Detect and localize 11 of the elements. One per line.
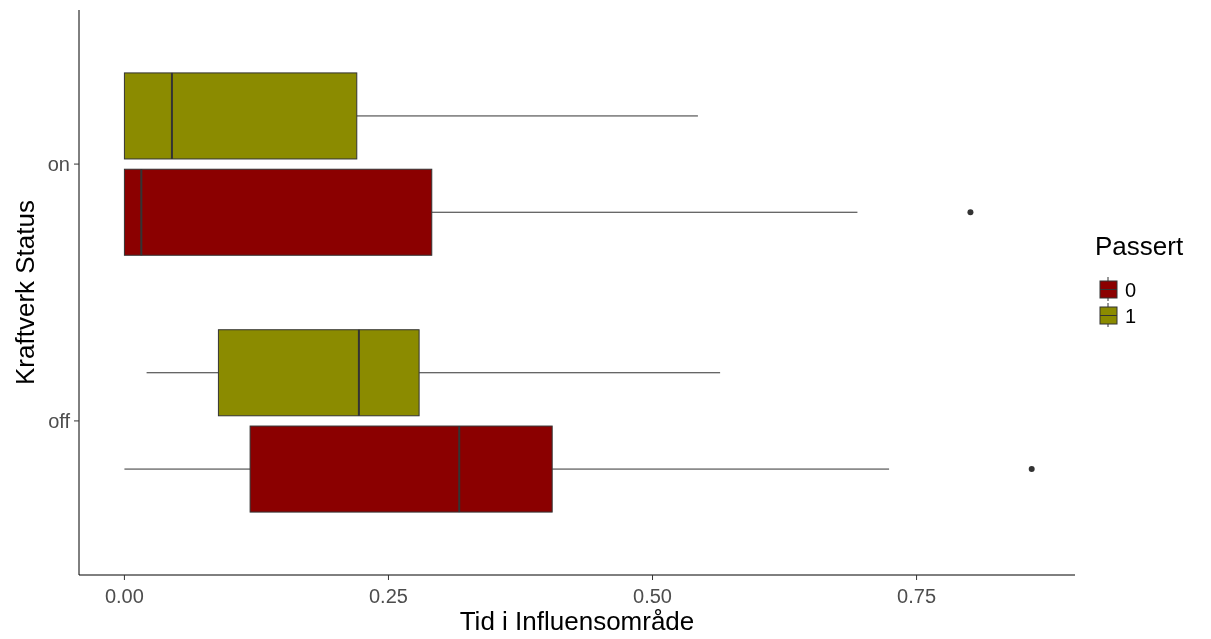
y-tick-label: off bbox=[48, 409, 71, 432]
y-tick-label: on bbox=[47, 153, 70, 176]
x-tick-label: 0.75 bbox=[897, 585, 937, 607]
x-axis-title: Tid i Influensområde bbox=[459, 606, 695, 636]
x-tick-label: 0.00 bbox=[104, 585, 144, 607]
y-axis-title: Kraftverk Status bbox=[10, 200, 40, 385]
legend-label: 0 bbox=[1125, 279, 1137, 301]
legend-title: Passert bbox=[1095, 231, 1184, 261]
legend-label: 1 bbox=[1125, 305, 1137, 327]
x-tick-label: 0.50 bbox=[633, 585, 672, 607]
x-tick-label: 0.25 bbox=[369, 585, 408, 607]
